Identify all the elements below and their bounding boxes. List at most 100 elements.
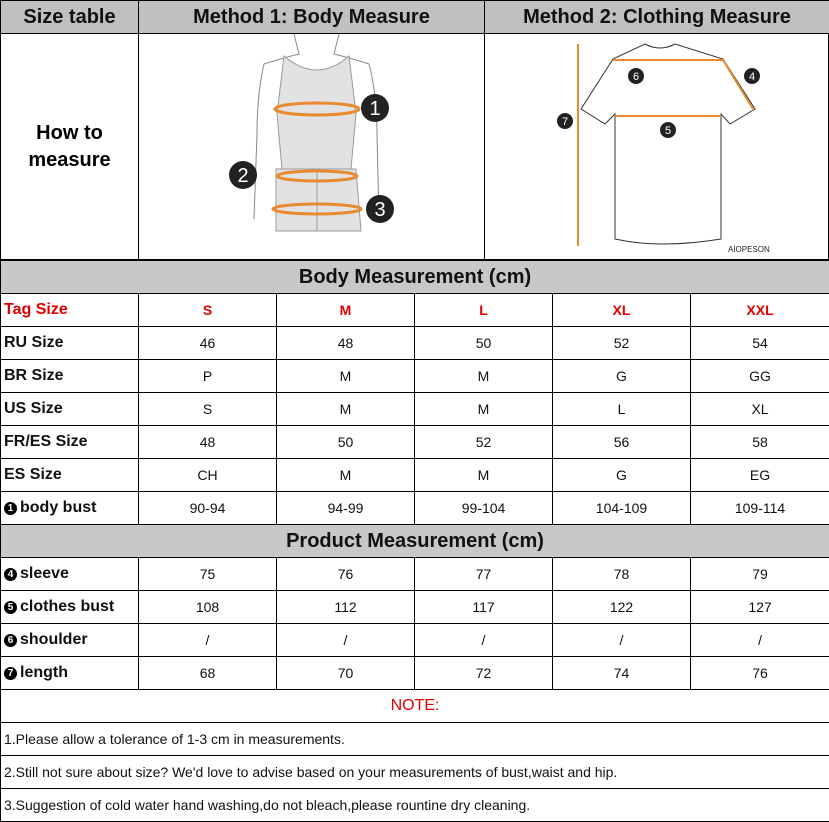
note-item: 3.Suggestion of cold water hand washing,…: [1, 789, 829, 822]
note-row: 1.Please allow a tolerance of 1-3 cm in …: [1, 723, 829, 756]
note-title: NOTE:: [1, 690, 829, 723]
value-cell: M: [277, 459, 415, 492]
value-cell: 94-99: [277, 492, 415, 525]
value-cell: /: [553, 624, 691, 657]
value-cell: 79: [691, 558, 829, 591]
value-cell: G: [553, 459, 691, 492]
method1-header: Method 1: Body Measure: [139, 1, 485, 34]
value-cell: /: [415, 624, 553, 657]
value-cell: 48: [139, 426, 277, 459]
value-cell: 50: [277, 426, 415, 459]
section-title: Body Measurement (cm): [1, 261, 829, 294]
row-label-text: length: [20, 664, 68, 681]
value-cell: 70: [277, 657, 415, 690]
row-label-text: US Size: [4, 400, 63, 417]
value-cell: EG: [691, 459, 829, 492]
value-cell: CH: [139, 459, 277, 492]
how-to-line1: How to: [28, 120, 110, 147]
row-label: BR Size: [1, 360, 139, 393]
value-cell: 104-109: [553, 492, 691, 525]
body-measure-figure: 1 2 3: [139, 34, 485, 260]
value-cell: M: [277, 393, 415, 426]
value-cell: 46: [139, 327, 277, 360]
value-cell: M: [415, 459, 553, 492]
value-cell: P: [139, 360, 277, 393]
number-badge-icon: 6: [4, 634, 17, 647]
clothing-measure-figure: 6 4 5 7 AIOPESON: [485, 34, 829, 260]
value-cell: 76: [277, 558, 415, 591]
value-cell: 50: [415, 327, 553, 360]
value-cell: 108: [139, 591, 277, 624]
value-cell: 52: [415, 426, 553, 459]
value-cell: M: [415, 360, 553, 393]
number-badge-icon: 5: [4, 601, 17, 614]
value-cell: M: [277, 360, 415, 393]
product-section-header: Product Measurement (cm): [1, 525, 829, 558]
row-label: ES Size: [1, 459, 139, 492]
how-to-line2: measure: [28, 147, 110, 174]
row-label: FR/ES Size: [1, 426, 139, 459]
value-cell: 109-114: [691, 492, 829, 525]
marker-6: 6: [633, 71, 639, 83]
value-cell: M: [415, 393, 553, 426]
note-row: 2.Still not sure about size? We'd love t…: [1, 756, 829, 789]
note-row: 3.Suggestion of cold water hand washing,…: [1, 789, 829, 822]
value-cell: XL: [691, 393, 829, 426]
value-cell: /: [139, 624, 277, 657]
marker-7: 7: [562, 116, 568, 128]
size-cell: M: [277, 294, 415, 327]
row-label: RU Size: [1, 327, 139, 360]
note-item: 1.Please allow a tolerance of 1-3 cm in …: [1, 723, 829, 756]
value-cell: 54: [691, 327, 829, 360]
row-label: US Size: [1, 393, 139, 426]
size-cell: XL: [553, 294, 691, 327]
value-cell: S: [139, 393, 277, 426]
marker-4: 4: [749, 71, 755, 83]
note-item: 2.Still not sure about size? We'd love t…: [1, 756, 829, 789]
number-badge-icon: 1: [4, 502, 17, 515]
value-cell: GG: [691, 360, 829, 393]
value-cell: 78: [553, 558, 691, 591]
value-cell: 48: [277, 327, 415, 360]
row-label-text: shoulder: [20, 631, 88, 648]
section-title: Product Measurement (cm): [1, 525, 829, 558]
value-cell: 77: [415, 558, 553, 591]
value-cell: 112: [277, 591, 415, 624]
row-label: Tag Size: [1, 294, 139, 327]
value-cell: 122: [553, 591, 691, 624]
row-label-text: RU Size: [4, 334, 64, 351]
marker-3: 3: [374, 199, 385, 221]
value-cell: 72: [415, 657, 553, 690]
row-label-text: BR Size: [4, 367, 64, 384]
marker-1: 1: [369, 98, 380, 120]
body-figure-icon: 1 2 3: [139, 34, 484, 260]
value-cell: 58: [691, 426, 829, 459]
value-cell: /: [277, 624, 415, 657]
method2-header: Method 2: Clothing Measure: [485, 1, 829, 34]
size-cell: L: [415, 294, 553, 327]
number-badge-icon: 4: [4, 568, 17, 581]
value-cell: 76: [691, 657, 829, 690]
value-cell: L: [553, 393, 691, 426]
value-cell: G: [553, 360, 691, 393]
brand-label: AIOPESON: [728, 245, 770, 254]
note-row: NOTE:: [1, 690, 829, 723]
value-cell: 99-104: [415, 492, 553, 525]
row-label-text: sleeve: [20, 565, 69, 582]
size-cell: S: [139, 294, 277, 327]
